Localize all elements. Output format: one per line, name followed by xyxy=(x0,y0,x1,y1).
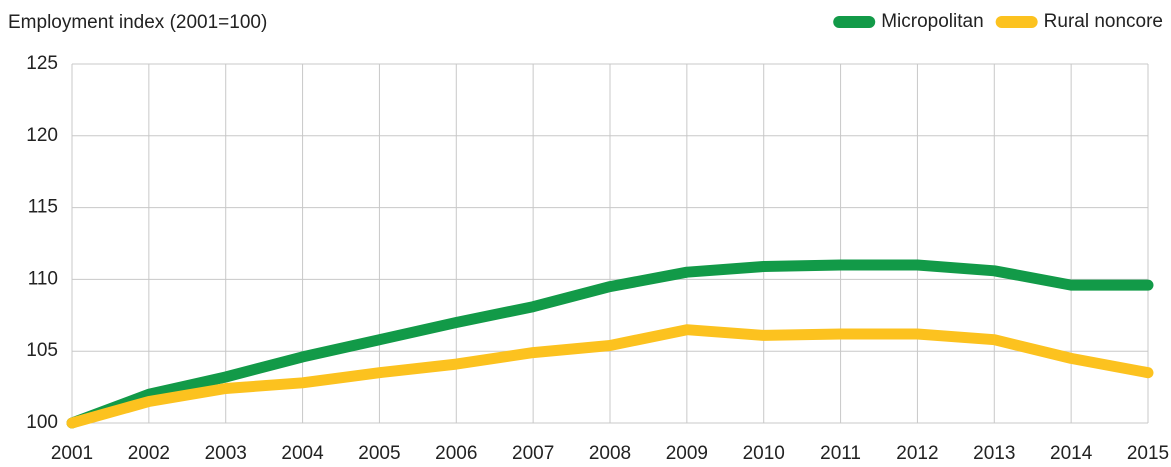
legend-label: Rural noncore xyxy=(1044,11,1163,32)
legend-item: Micropolitan xyxy=(833,11,984,32)
x-tick-label: 2002 xyxy=(128,443,170,464)
y-tick-label: 125 xyxy=(26,53,58,74)
x-tick-label: 2012 xyxy=(896,443,938,464)
y-tick-label: 120 xyxy=(26,125,58,146)
x-tick-label: 2006 xyxy=(435,443,477,464)
y-tick-label: 115 xyxy=(28,197,58,218)
legend-label: Micropolitan xyxy=(881,11,983,32)
legend: Micropolitan Rural noncore xyxy=(833,11,1163,32)
x-tick-label: 2008 xyxy=(589,443,631,464)
legend-swatch xyxy=(833,16,876,28)
chart-title: Employment index (2001=100) xyxy=(8,12,267,33)
x-tick-label: 2013 xyxy=(973,443,1015,464)
x-tick-label: 2010 xyxy=(743,443,785,464)
legend-swatch xyxy=(995,16,1038,28)
x-tick-label: 2011 xyxy=(820,443,861,464)
series-line xyxy=(66,259,1154,429)
x-tick-label: 2004 xyxy=(281,443,324,464)
grid xyxy=(71,63,1149,424)
series-line xyxy=(66,324,1154,429)
x-tick-label: 2001 xyxy=(51,443,93,464)
y-tick-label: 110 xyxy=(28,268,58,289)
legend-item: Rural noncore xyxy=(995,11,1163,32)
y-tick-label: 100 xyxy=(26,412,58,433)
x-tick-label: 2003 xyxy=(205,443,247,464)
x-tick-label: 2014 xyxy=(1050,443,1093,464)
x-tick-label: 2005 xyxy=(358,443,400,464)
y-tick-label: 105 xyxy=(26,340,58,361)
x-tick-label: 2009 xyxy=(666,443,708,464)
x-tick-label: 2015 xyxy=(1127,443,1169,464)
x-tick-label: 2007 xyxy=(512,443,554,464)
